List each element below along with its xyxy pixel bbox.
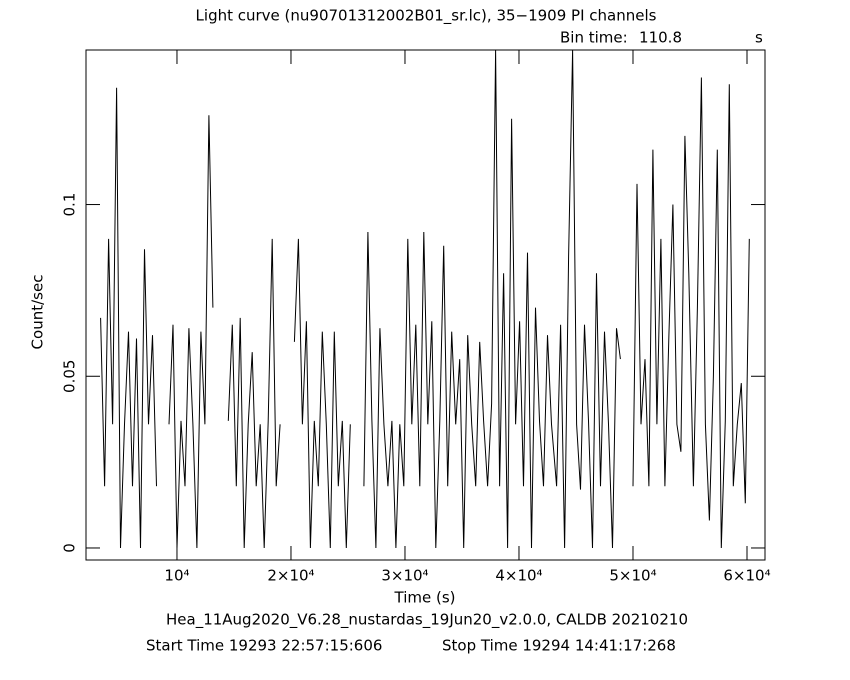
x-tick-label: 3×10⁴ [381, 567, 428, 585]
x-axis-label: Time (s) [394, 589, 456, 607]
stop-time: Stop Time 19294 14:41:17:268 [442, 637, 676, 655]
x-tick-label: 4×10⁴ [495, 567, 542, 585]
bin-time: 110.8 [639, 29, 682, 47]
x-tick-label: 2×10⁴ [267, 567, 314, 585]
y-tick-label: 0.1 [61, 193, 79, 217]
y-tick-label: 0 [61, 543, 79, 553]
footer: Hea_11Aug2020_V6.28_nustardas_19Jun20_v2… [166, 611, 688, 630]
plot-frame [85, 49, 766, 561]
y-tick-label: 0.05 [61, 360, 79, 393]
bin-time-label: Bin time: [560, 29, 628, 47]
light-curve [100, 49, 750, 549]
start-time: Start Time 19293 22:57:15:606 [146, 637, 382, 655]
bin-time-unit: s [755, 29, 763, 47]
y-axis-label: Count/sec [29, 275, 47, 350]
x-tick-label: 10⁴ [164, 567, 189, 585]
x-tick-label: 5×10⁴ [609, 567, 656, 585]
x-tick-label: 6×10⁴ [723, 567, 770, 585]
chart-title: Light curve (nu90701312002B01_sr.lc), 35… [196, 7, 657, 26]
